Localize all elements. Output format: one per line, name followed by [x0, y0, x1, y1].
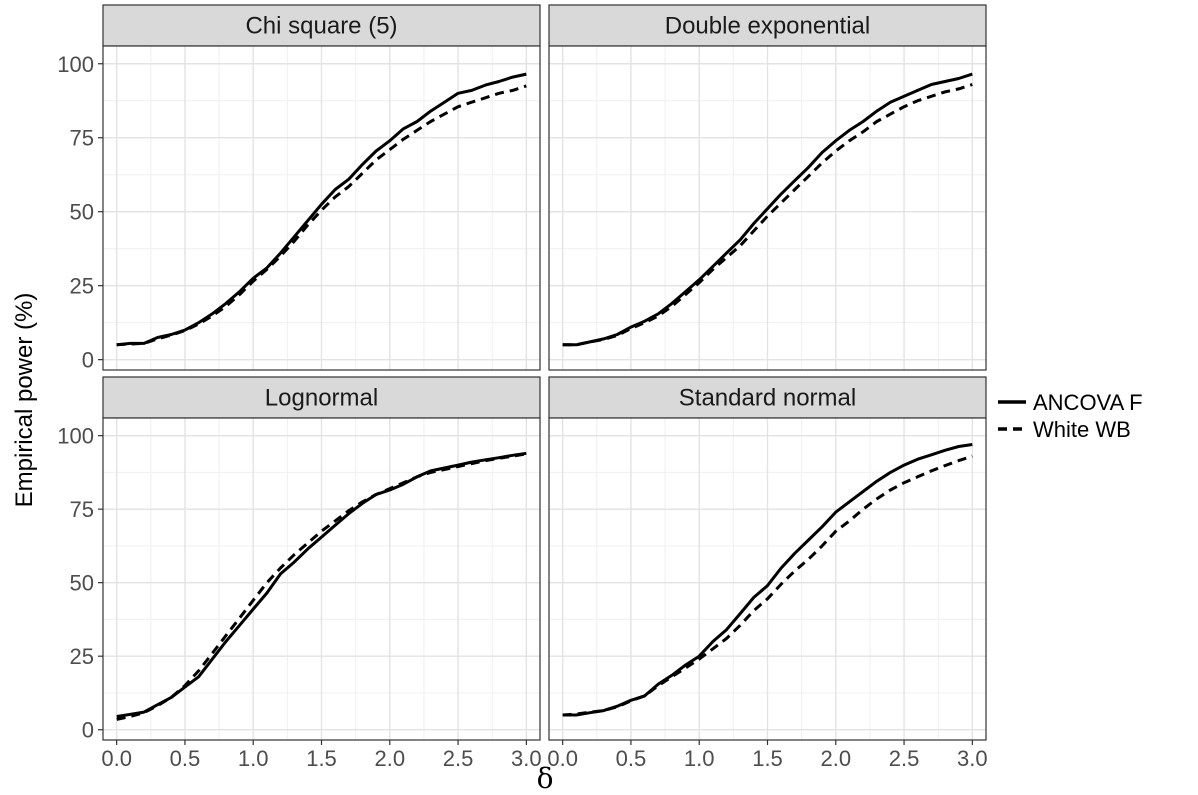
- panel-2: Lognormal: [102, 376, 541, 741]
- panels-layer: Chi square (5) Double exponential Lognorma…: [102, 4, 987, 741]
- panel-1: Double exponential: [548, 4, 987, 371]
- panel-0: Chi square (5): [102, 4, 541, 371]
- y-tick-label: 0: [82, 718, 94, 743]
- x-tick-label: 2.5: [889, 746, 920, 771]
- facet-strip-label: Double exponential: [665, 13, 871, 40]
- x-tick-label: 0.5: [616, 746, 647, 771]
- series-line-white-wb: [116, 84, 527, 347]
- y-tick-label: 100: [57, 52, 94, 77]
- x-tick-label: 2.0: [374, 746, 405, 771]
- series-line-white-wb: [116, 452, 527, 721]
- series-line-white-wb: [562, 454, 973, 717]
- y-axis: 0 25 50 75 100 0 25 50 75 100: [57, 52, 103, 743]
- x-tick-label: 1.5: [306, 746, 337, 771]
- y-tick-label: 50: [70, 571, 94, 596]
- y-axis-title: Empirical power (%): [11, 293, 38, 508]
- facet-strip-label: Chi square (5): [245, 13, 397, 40]
- y-tick-label: 50: [70, 200, 94, 225]
- x-axis-title: δ: [537, 762, 554, 795]
- facet-strip: [102, 4, 541, 47]
- x-tick-label: 2.0: [820, 746, 851, 771]
- panel-border: [102, 45, 541, 371]
- facet-strip: [548, 4, 987, 47]
- x-tick-label: 1.0: [684, 746, 715, 771]
- legend-label: White WB: [1033, 417, 1131, 442]
- y-tick-label: 100: [57, 424, 94, 449]
- panel-3: Standard normal: [548, 376, 987, 741]
- x-tick-label: 2.5: [443, 746, 474, 771]
- facet-strip-label: Lognormal: [265, 385, 378, 412]
- x-tick-label: 0.0: [101, 746, 132, 771]
- legend-label: ANCOVA F: [1033, 390, 1143, 415]
- y-tick-label: 0: [82, 348, 94, 373]
- y-tick-label: 75: [70, 497, 94, 522]
- facet-strip-label: Standard normal: [679, 385, 856, 412]
- series-line-white-wb: [562, 83, 973, 347]
- x-tick-label: 1.5: [752, 746, 783, 771]
- x-axis: 0.0 0.5 1.0 1.5 2.0 2.5 3.0 0.0 0.5 1.0 1.5 2.0 2.5 3…: [101, 740, 988, 771]
- series-line-ancova-f: [562, 72, 973, 347]
- x-tick-label: 0.5: [170, 746, 201, 771]
- series-line-ancova-f: [562, 443, 973, 717]
- x-tick-label: 3.0: [511, 746, 542, 771]
- series-line-ancova-f: [116, 72, 527, 347]
- x-tick-label: 3.0: [957, 746, 988, 771]
- y-tick-label: 75: [70, 126, 94, 151]
- x-tick-label: 1.0: [238, 746, 269, 771]
- x-tick-label: 0.0: [547, 746, 578, 771]
- y-tick-label: 25: [70, 274, 94, 299]
- y-tick-label: 25: [70, 644, 94, 669]
- panel-border: [548, 45, 987, 371]
